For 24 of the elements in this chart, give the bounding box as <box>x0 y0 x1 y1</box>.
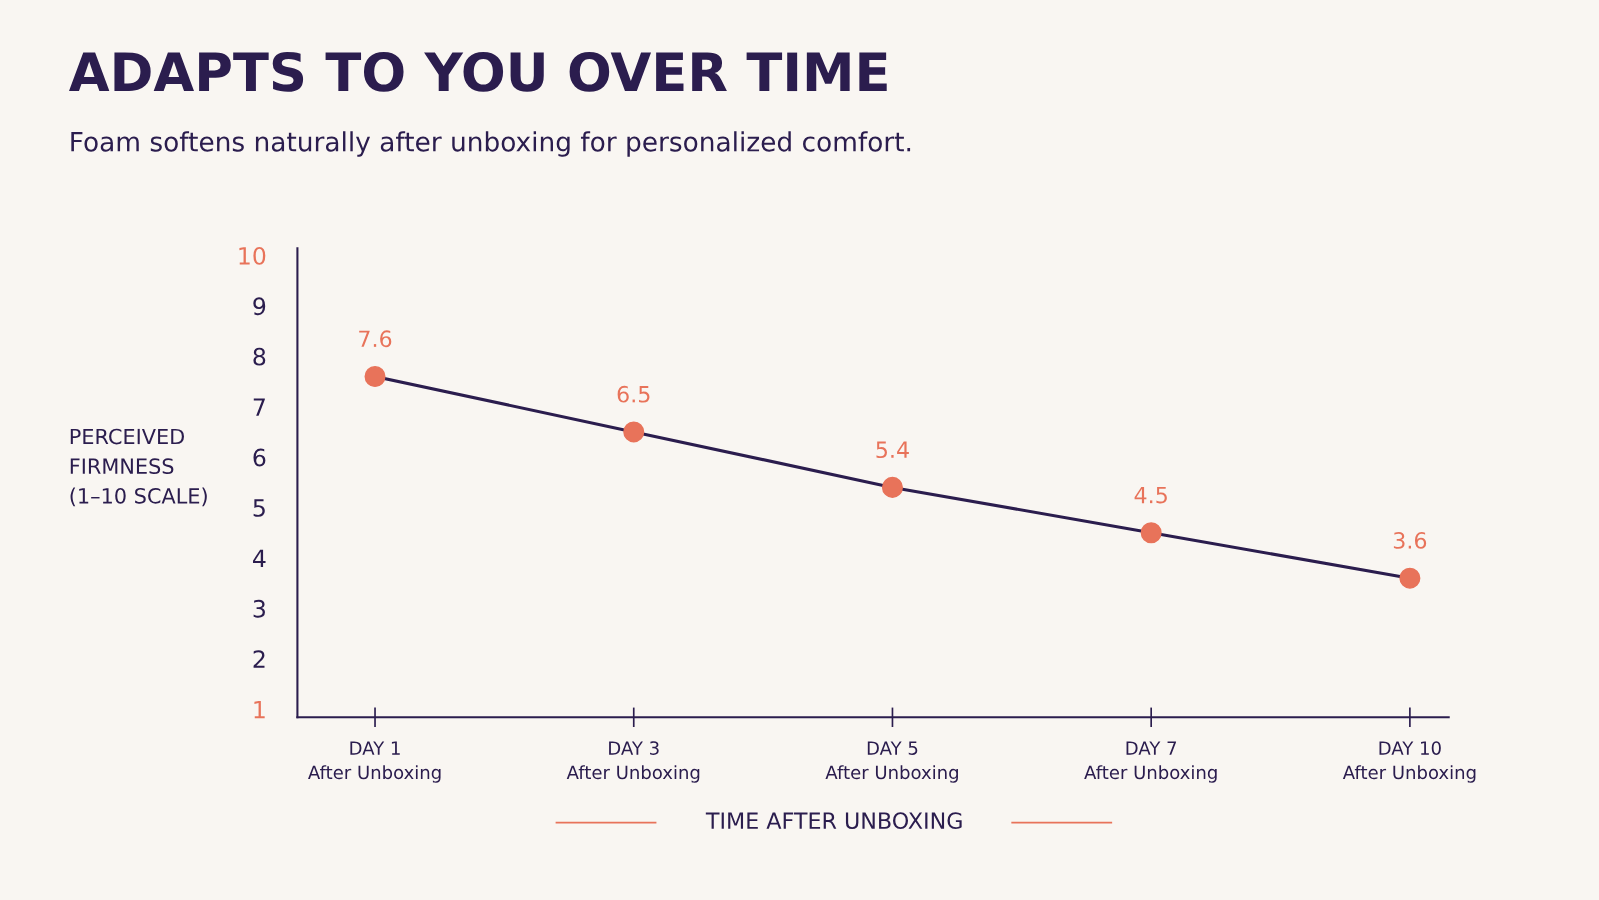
y-tick-label: 9 <box>253 297 266 316</box>
y-tick-label: 2 <box>253 650 265 668</box>
y-tick-label: 7 <box>253 398 265 416</box>
y-tick-label: 3 <box>253 599 265 618</box>
x-tick-label: DAY 1 After Unboxing <box>308 741 441 783</box>
x-axis-title: TIME AFTER UNBOXING <box>705 812 962 830</box>
y-tick-label: 8 <box>253 347 266 366</box>
x-tick-label: DAY 5 After Unboxing <box>825 741 958 783</box>
y-tick-label: 1 <box>254 700 265 719</box>
x-tick-label: DAY 7 After Unboxing <box>1084 741 1217 783</box>
data-label: 4.5 <box>1134 486 1167 504</box>
y-tick-label: 6 <box>253 448 266 467</box>
chart-title: ADAPTS TO YOU OVER TIME <box>69 51 887 92</box>
data-label: 6.5 <box>617 385 650 403</box>
y-tick-label: 5 <box>253 499 265 517</box>
data-label: 7.6 <box>359 330 392 348</box>
x-tick-label: DAY 10 After Unboxing <box>1342 741 1476 783</box>
y-tick-label: 4 <box>252 549 266 567</box>
data-label: 3.6 <box>1393 532 1427 549</box>
chart-subtitle: Foam softens naturally after unboxing for personalized comfort. <box>71 131 911 157</box>
y-axis-title: PERCEIVED FIRMNESS (1–10 SCALE) <box>70 428 207 507</box>
x-tick-label: DAY 3 After Unboxing <box>566 741 700 783</box>
data-label: 5.4 <box>876 441 909 459</box>
y-tick-label: 10 <box>239 246 266 265</box>
